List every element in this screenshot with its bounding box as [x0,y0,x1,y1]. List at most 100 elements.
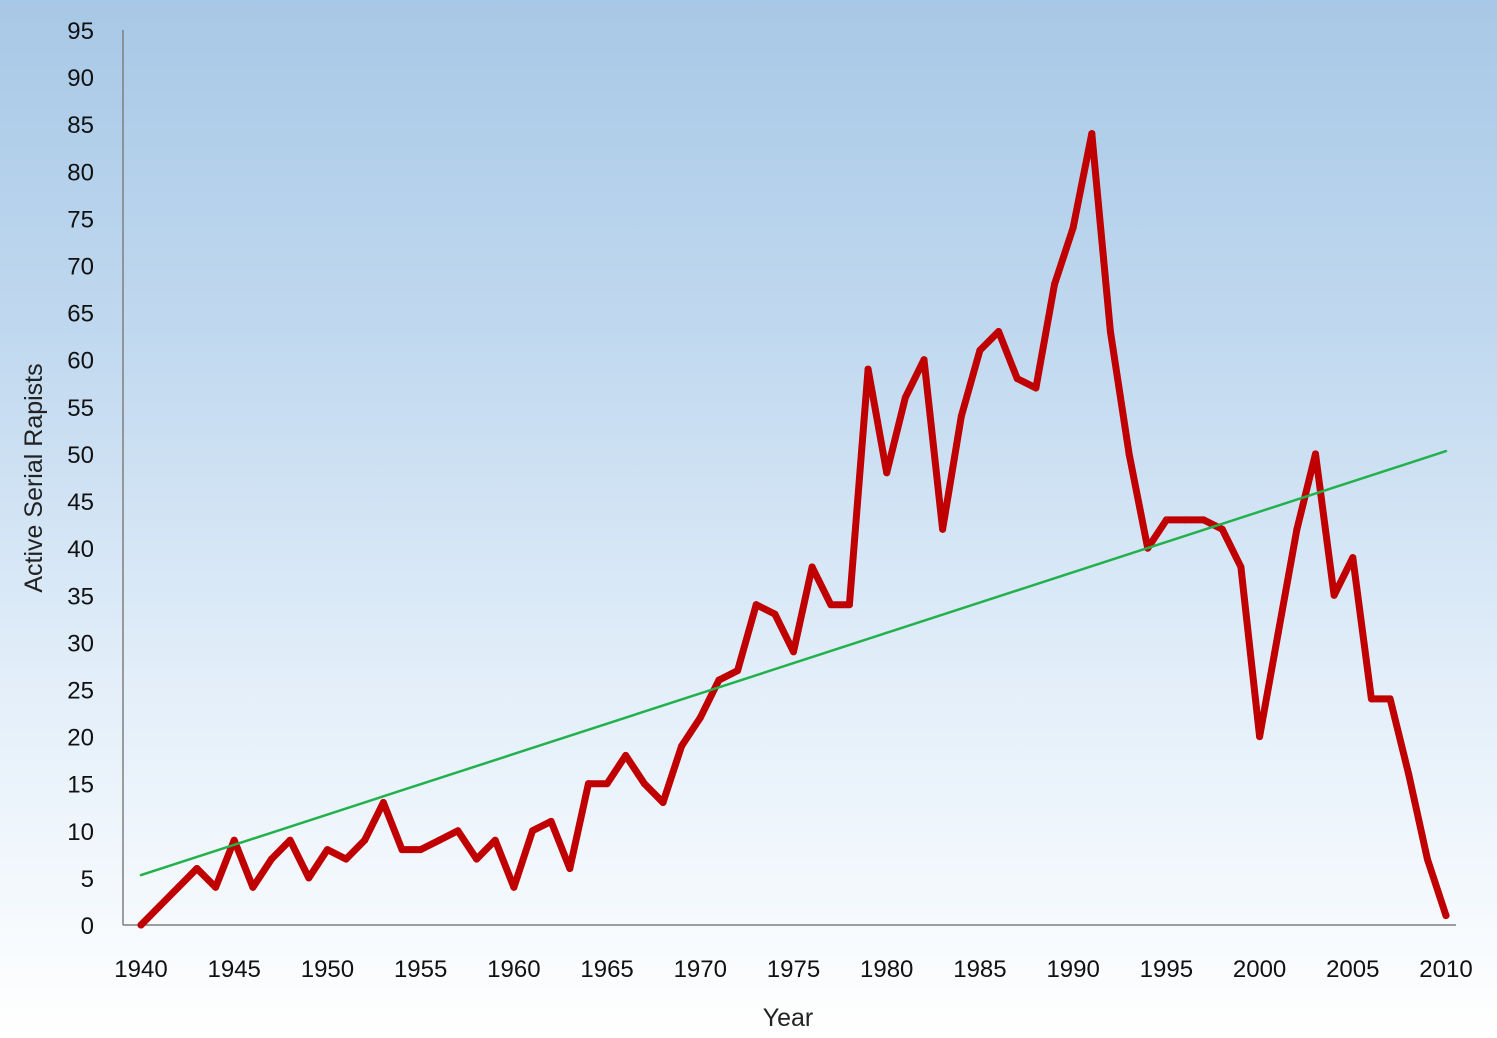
data-point [1312,450,1319,458]
data-point [957,412,965,420]
data-point [268,855,275,863]
data-point [249,883,257,891]
data-point [939,525,947,533]
data-point [584,780,592,788]
data-point [1218,525,1226,533]
data-point [435,836,443,844]
data-point [827,601,835,609]
y-axis-label: Active Serial Rapists [20,363,48,592]
data-point [808,563,816,571]
data-point [174,883,182,891]
data-point [771,610,779,618]
y-tick-label: 40 [67,536,94,563]
data-point [305,874,313,882]
data-point [510,883,518,891]
data-point [659,799,667,807]
data-point [883,469,891,477]
x-tick-label: 2005 [1326,956,1379,983]
x-tick-label: 1980 [860,956,913,983]
y-tick-label: 35 [67,583,94,610]
data-point [1069,224,1077,232]
data-point [547,817,555,825]
x-tick-label: 1940 [114,956,167,983]
data-point [1237,563,1245,571]
y-tick-label: 25 [67,677,94,704]
data-point [622,751,630,759]
data-point [379,799,387,807]
data-point [137,921,145,929]
x-tick-label: 1970 [674,956,727,983]
data-point [1423,855,1431,863]
y-tick-label: 45 [67,489,94,516]
y-tick-label: 85 [67,112,94,139]
series-line [137,130,1450,929]
data-point [1349,554,1357,562]
y-tick-label: 15 [67,772,94,799]
data-point [1330,591,1338,599]
data-point [398,846,406,854]
data-point [156,902,164,910]
data-point [417,846,425,854]
y-tick-label: 30 [67,630,94,657]
data-point [901,393,909,401]
data-point [752,601,760,609]
data-point [566,864,574,872]
x-tick-label: 2010 [1419,956,1472,983]
data-point [1088,130,1096,138]
x-tick-label: 1955 [394,956,447,983]
data-point [1125,450,1133,458]
y-axis: 0 5 10 15 20 25 30 35 40 45 50 55 60 65 70 75 80 85 90 95 [67,18,124,940]
data-point [1032,384,1040,392]
series-layer [137,130,1450,929]
y-tick-label: 50 [67,442,94,469]
y-tick-label: 55 [67,395,94,422]
data-point [1181,516,1189,524]
data-point [230,836,238,844]
data-point [696,714,704,722]
y-tick-label: 5 [81,866,94,893]
data-point [1051,280,1058,288]
data-point [1106,327,1114,335]
y-tick-label: 75 [67,206,94,233]
data-point [286,836,294,844]
data-point [715,676,723,684]
x-tick-label: 2000 [1233,956,1286,983]
data-point [678,742,686,750]
data-point [1442,912,1450,920]
data-point [1200,516,1208,524]
x-tick-label: 1995 [1140,956,1193,983]
x-tick-label: 1950 [301,956,354,983]
y-tick-label: 10 [67,819,94,846]
y-tick-label: 95 [67,18,94,45]
y-tick-label: 20 [67,725,94,752]
data-point [529,827,536,835]
data-point [1256,733,1264,741]
data-point [1013,375,1021,383]
data-point [473,855,481,863]
data-point [734,667,742,675]
y-tick-label: 80 [67,159,94,186]
x-axis: 1940 1945 1950 1955 1960 1965 1970 1975 1980 1985… [114,924,1473,983]
y-tick-label: 70 [67,254,94,281]
x-tick-label: 1990 [1046,956,1099,983]
data-point [1405,770,1413,778]
data-point [212,883,220,891]
data-point [976,346,984,354]
data-point [361,836,369,844]
data-point [193,864,201,872]
x-tick-label: 1975 [767,956,820,983]
data-point [1293,525,1301,533]
y-tick-label: 65 [67,301,94,328]
data-point [995,327,1003,335]
x-tick-label: 1965 [580,956,633,983]
y-tick-label: 0 [81,913,94,940]
x-tick-label: 1960 [487,956,540,983]
y-tick-label: 90 [67,65,94,92]
data-point [454,827,462,835]
x-tick-label: 1985 [953,956,1006,983]
data-point [1274,629,1282,637]
x-tick-label: 1945 [208,956,261,983]
data-point [1367,695,1375,703]
data-point [603,780,611,788]
